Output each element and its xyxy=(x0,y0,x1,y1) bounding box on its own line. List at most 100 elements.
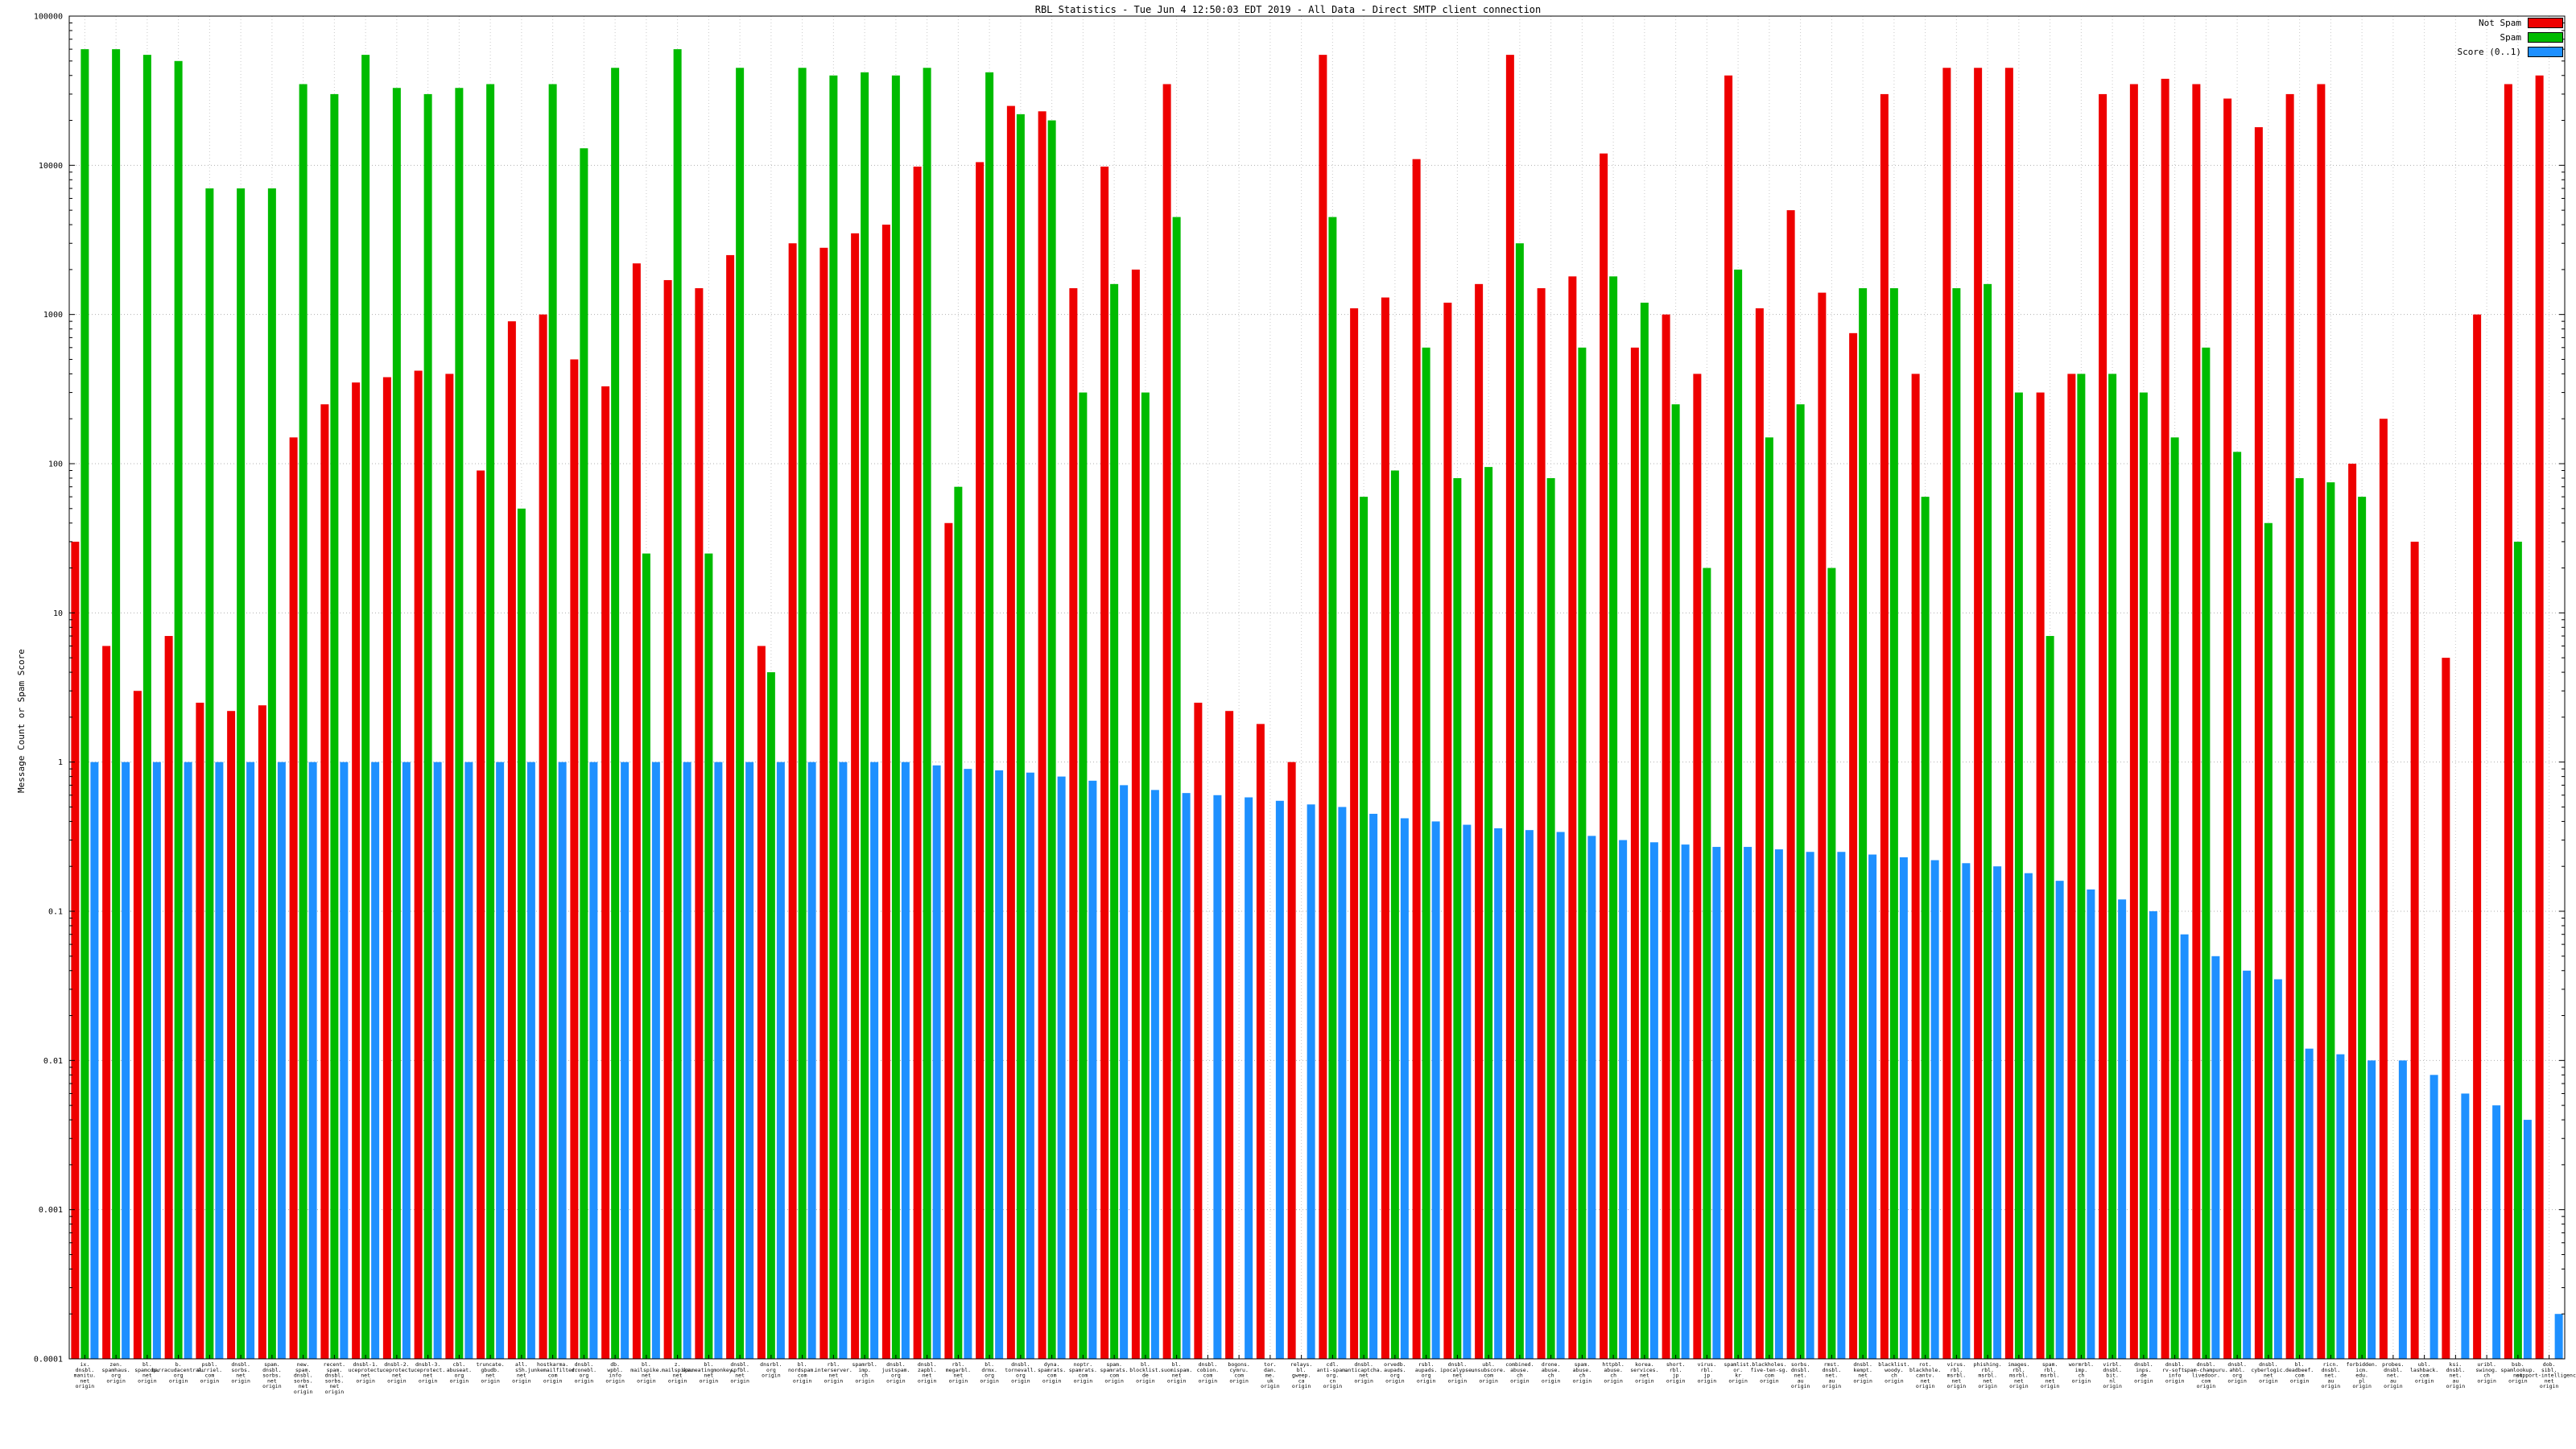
bar-score-0-1 xyxy=(1649,842,1658,1359)
x-tick-label: bl. drmx. org origin xyxy=(980,1361,999,1384)
x-tick-label: rbl. interserver. net origin xyxy=(815,1361,852,1384)
bar-spam xyxy=(2170,437,2179,1359)
bar-not-spam xyxy=(2036,392,2045,1360)
x-tick-label: ubl. lashback. com origin xyxy=(2410,1361,2438,1384)
legend-item-3: Score (0..1) xyxy=(2458,47,2563,57)
bar-spam xyxy=(1796,404,1805,1360)
y-tick-label: 1000 xyxy=(43,311,63,320)
bar-score-0-1 xyxy=(215,762,224,1359)
bar-not-spam xyxy=(102,646,111,1359)
series-spam xyxy=(80,49,2522,1360)
x-tick-label: virus. rbl. jp origin xyxy=(1698,1361,1717,1384)
bar-not-spam xyxy=(1287,762,1296,1359)
bar-score-0-1 xyxy=(683,762,691,1359)
x-tick-label: bogons. cymru. com origin xyxy=(1228,1361,1249,1384)
x-tick-label: blacklist. woody. ch origin xyxy=(1878,1361,1909,1384)
bar-not-spam xyxy=(507,321,516,1359)
gridlines xyxy=(69,15,2565,1360)
bar-not-spam xyxy=(1537,288,1546,1359)
bar-not-spam xyxy=(2285,93,2294,1359)
bar-not-spam xyxy=(695,288,704,1359)
x-tick-label: rbl. megarbl. net origin xyxy=(946,1361,971,1384)
bar-not-spam xyxy=(1568,276,1577,1359)
x-tick-label: short. rbl. jp origin xyxy=(1666,1361,1686,1384)
bar-spam xyxy=(1172,217,1181,1359)
bar-spam xyxy=(985,72,994,1359)
x-tick-label: bl. suomispam. net origin xyxy=(1161,1361,1192,1384)
bar-spam xyxy=(1952,288,1961,1359)
bar-not-spam xyxy=(1724,75,1733,1359)
bar-not-spam xyxy=(1693,374,1702,1359)
bar-not-spam xyxy=(539,314,547,1360)
x-tick-label: rot. blackhole. cantv. net origin xyxy=(1909,1361,1941,1389)
bar-score-0-1 xyxy=(2180,934,2189,1359)
bar-not-spam xyxy=(1350,308,1359,1359)
bar-not-spam xyxy=(726,254,735,1359)
bar-not-spam xyxy=(2004,68,2013,1360)
bar-score-0-1 xyxy=(122,762,130,1359)
x-tick-label: bl. spameatingmonkey. net origin xyxy=(682,1361,736,1384)
bar-spam xyxy=(237,188,246,1359)
bar-score-0-1 xyxy=(776,762,785,1359)
bar-not-spam xyxy=(1630,347,1639,1360)
bar-spam xyxy=(1047,120,1056,1359)
bar-not-spam xyxy=(2067,374,2076,1359)
bar-score-0-1 xyxy=(496,762,505,1359)
x-tick-label: forbidden. icm. edu. pl origin xyxy=(2347,1361,2378,1389)
bar-not-spam xyxy=(1662,314,1670,1360)
y-axis-label: Message Count or Spam Score xyxy=(16,649,27,793)
bar-score-0-1 xyxy=(1150,790,1159,1359)
bar-score-0-1 xyxy=(1026,772,1034,1359)
bar-score-0-1 xyxy=(2398,1060,2407,1359)
legend-swatch xyxy=(2528,32,2563,43)
bar-score-0-1 xyxy=(2149,911,2157,1359)
series-score-0-1 xyxy=(90,762,2563,1359)
bar-score-0-1 xyxy=(1930,860,1939,1359)
bar-not-spam xyxy=(2254,127,2263,1359)
bar-not-spam xyxy=(1069,288,1078,1359)
bar-not-spam xyxy=(1256,724,1265,1359)
legend: Not Spam Spam Score (0..1) xyxy=(2458,18,2563,57)
bar-not-spam xyxy=(2099,93,2107,1359)
x-tick-label: dnsbl-2. uceprotect. net origin xyxy=(379,1361,414,1384)
bar-spam xyxy=(1671,404,1680,1360)
bar-not-spam xyxy=(976,162,985,1359)
bar-score-0-1 xyxy=(1774,849,1783,1359)
chart-title: RBL Statistics - Tue Jun 4 12:50:03 EDT … xyxy=(1034,4,1542,15)
bar-spam xyxy=(299,84,308,1359)
legend-label: Spam xyxy=(2500,32,2522,43)
bar-spam xyxy=(2513,541,2522,1359)
bar-score-0-1 xyxy=(526,762,535,1359)
bar-score-0-1 xyxy=(2492,1105,2501,1359)
y-tick-label: 0.0001 xyxy=(34,1356,63,1364)
bar-score-0-1 xyxy=(1494,828,1503,1359)
bar-not-spam xyxy=(1911,374,1920,1359)
bar-not-spam xyxy=(601,386,610,1359)
bar-not-spam xyxy=(851,233,860,1359)
y-tick-label: 10 xyxy=(53,609,63,618)
bar-not-spam xyxy=(2473,314,2482,1360)
bar-spam xyxy=(704,553,713,1359)
bar-spam xyxy=(766,672,775,1359)
x-tick-label: phishing. rbl. msrbl. net origin xyxy=(1974,1361,2002,1389)
x-tick-label: spam. spamrats. com origin xyxy=(1100,1361,1129,1384)
bar-spam xyxy=(455,88,464,1360)
bar-score-0-1 xyxy=(621,762,630,1359)
bar-score-0-1 xyxy=(1463,824,1472,1359)
bar-not-spam xyxy=(757,646,766,1359)
bar-not-spam xyxy=(1381,297,1389,1359)
bar-spam xyxy=(642,553,650,1359)
bar-spam xyxy=(80,49,89,1359)
x-tick-label: dnsbl. dronebl. org origin xyxy=(572,1361,597,1384)
y-tick-label: 0.01 xyxy=(43,1057,63,1066)
x-tick-label: drone. abuse. ch origin xyxy=(1542,1361,1561,1384)
x-tick-label: zen. spamhaus. org origin xyxy=(102,1361,130,1384)
bar-score-0-1 xyxy=(90,762,99,1359)
bar-not-spam xyxy=(1505,55,1514,1360)
bar-score-0-1 xyxy=(2336,1054,2345,1359)
x-tick-label: bl. mailspike. net origin xyxy=(630,1361,662,1384)
x-tick-label: noptr. spamrats. com origin xyxy=(1069,1361,1097,1384)
x-tick-label: truncate. gbudb. net origin xyxy=(477,1361,505,1384)
bar-score-0-1 xyxy=(2273,979,2282,1359)
